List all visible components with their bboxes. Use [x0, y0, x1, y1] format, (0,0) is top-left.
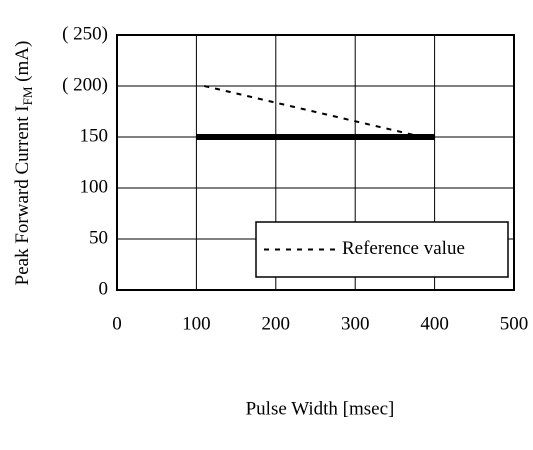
- y-axis-label-sub: FM: [20, 86, 35, 105]
- series-line: [204, 85, 423, 138]
- y-tick-label: ( 200): [62, 74, 108, 95]
- x-tick-label: 400: [420, 313, 449, 334]
- plot-frame: [116, 34, 515, 291]
- legend-label: Reference value: [342, 238, 465, 259]
- x-tick-label: 300: [341, 313, 370, 334]
- x-tick-label: 100: [182, 313, 211, 334]
- y-tick-label: 50: [89, 227, 108, 248]
- y-axis-label-main: Peak Forward Current I: [12, 105, 33, 285]
- y-axis-label-unit: (mA): [12, 41, 33, 87]
- x-tick-label: 500: [500, 313, 529, 334]
- y-tick-label: 150: [80, 125, 109, 146]
- x-axis-label: Pulse Width [msec]: [246, 398, 395, 419]
- x-tick-label: 200: [262, 313, 291, 334]
- y-axis-label: Peak Forward Current IFM (mA): [12, 41, 35, 286]
- y-tick-label: ( 250): [62, 23, 108, 44]
- x-tick-label: 0: [112, 313, 122, 334]
- y-tick-label: 100: [80, 176, 109, 197]
- y-tick-label: 0: [99, 278, 109, 299]
